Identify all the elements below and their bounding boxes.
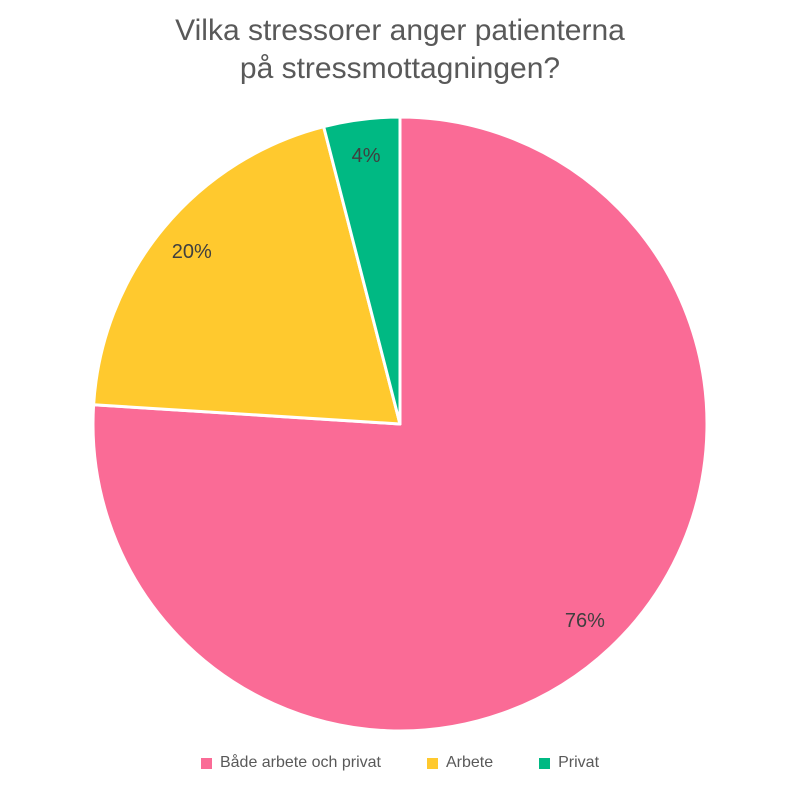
pie-slice-arbete <box>92 125 402 426</box>
chart-title-line1: Vilka stressorer anger patienterna <box>175 14 625 47</box>
chart-title-line2: på stressmottagningen? <box>239 52 561 85</box>
legend-swatch-arbete <box>426 757 438 769</box>
pie-slice-privat <box>322 115 402 426</box>
legend: Både arbete och privat Arbete Privat <box>0 754 800 772</box>
legend-item-arbete: Arbete <box>426 754 494 772</box>
legend-swatch-bade-arbete-och-privat <box>200 757 212 769</box>
slice-label-arbete: 20% <box>172 241 212 263</box>
legend-item-bade-arbete-och-privat: Både arbete och privat <box>200 754 381 772</box>
legend-item-privat: Privat <box>539 754 599 772</box>
legend-label-bade-arbete-och-privat: Både arbete och privat <box>219 754 381 771</box>
chart-title: Vilka stressorer anger patienterna på st… <box>0 12 800 88</box>
legend-label-arbete: Arbete <box>445 754 494 771</box>
legend-swatch-privat <box>539 757 551 769</box>
slice-label-både-arbete-och-privat: 76% <box>565 610 605 632</box>
legend-label-privat: Privat <box>558 754 600 771</box>
slice-label-privat: 4% <box>352 145 381 167</box>
